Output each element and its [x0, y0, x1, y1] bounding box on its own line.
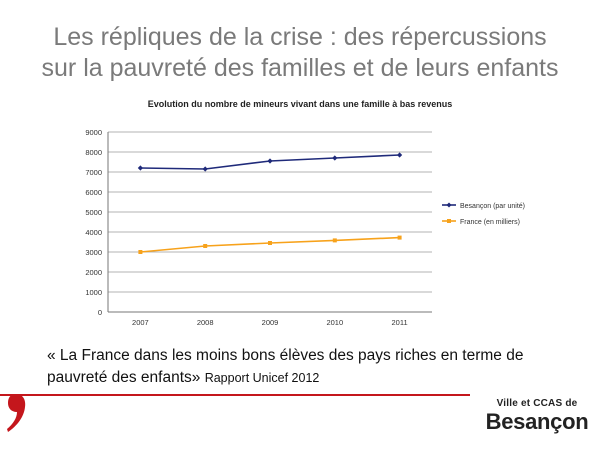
legend-label-1: Besançon (par unité) [460, 203, 525, 210]
x-tick-label: 2010 [326, 318, 343, 327]
line-chart: Evolution du nombre de mineurs vivant da… [85, 99, 525, 327]
y-tick-label: 2000 [85, 268, 102, 277]
data-point [397, 235, 402, 240]
slide-title-line-1: Les répliques de la crise : des répercus… [53, 23, 547, 51]
data-point [268, 241, 272, 245]
y-tick-label: 6000 [85, 188, 102, 197]
y-tick-label: 9000 [85, 128, 102, 137]
data-point [138, 250, 143, 254]
y-tick-label: 7000 [85, 168, 102, 177]
data-point [203, 244, 208, 248]
quote-text: « La France dans les moins bons élèves d… [47, 347, 524, 386]
comma-logo-icon [7, 394, 26, 432]
red-divider [0, 394, 470, 396]
x-tick-label: 2009 [262, 318, 279, 327]
besancon-logo: Ville et CCAS de Besançon [478, 398, 596, 435]
slide-title: Les répliques de la crise : des répercus… [0, 22, 600, 84]
y-tick-label: 4000 [85, 228, 102, 237]
data-point [267, 158, 273, 164]
y-tick-label: 1000 [85, 288, 102, 297]
y-tick-label: 5000 [85, 208, 102, 217]
legend-marker [446, 202, 452, 208]
data-point [202, 166, 208, 172]
logo-city-name: Besançon [485, 409, 589, 434]
x-tick-label: 2008 [197, 318, 214, 327]
y-tick-label: 8000 [85, 148, 102, 157]
quote-source: Rapport Unicef 2012 [204, 371, 320, 385]
data-point [397, 152, 403, 158]
legend-label-2: France (en milliers) [460, 219, 520, 226]
chart-title: Evolution du nombre de mineurs vivant da… [148, 99, 453, 109]
data-point [137, 165, 143, 171]
legend-marker [447, 219, 451, 223]
y-tick-label: 0 [98, 308, 102, 317]
unicef-quote: « La France dans les moins bons élèves d… [47, 345, 567, 389]
slide-title-line-2: sur la pauvreté des familles et de leurs… [41, 54, 559, 82]
x-tick-label: 2011 [392, 318, 408, 327]
data-point [332, 238, 337, 243]
logo-subtitle: Ville et CCAS de [496, 398, 578, 409]
data-point [332, 155, 338, 161]
x-tick-label: 2007 [132, 318, 149, 327]
y-tick-label: 3000 [85, 248, 102, 257]
